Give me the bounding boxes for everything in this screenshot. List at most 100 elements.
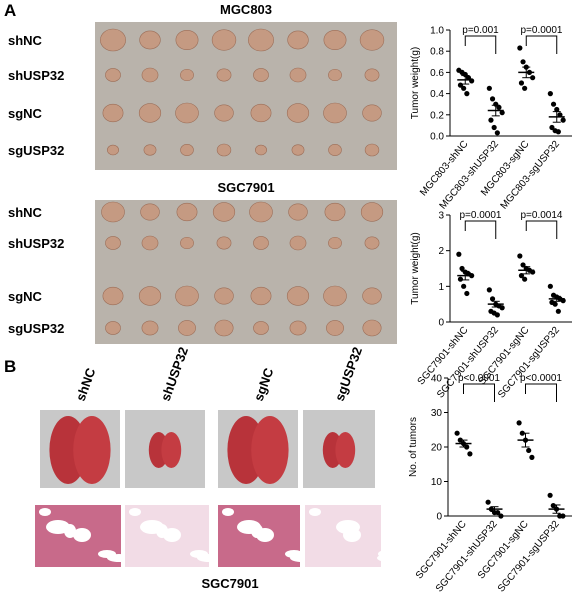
row-label: sgUSP32 xyxy=(8,321,64,336)
tumor xyxy=(250,103,272,123)
caption: SGC7901 xyxy=(201,576,258,591)
tumor xyxy=(287,30,309,50)
data-point xyxy=(557,112,563,118)
tumor xyxy=(102,286,124,306)
y-tick-label: 0.4 xyxy=(430,89,444,100)
tumor xyxy=(216,68,232,82)
tumor xyxy=(105,321,121,335)
column-label: shNC xyxy=(73,365,99,403)
tumor xyxy=(249,201,273,223)
alveolus xyxy=(129,508,141,516)
data-point xyxy=(499,110,505,116)
data-point xyxy=(555,129,561,135)
tumor xyxy=(253,321,269,335)
tumor xyxy=(324,202,346,222)
row-label: sgUSP32 xyxy=(8,143,64,158)
p-value: p=0.0014 xyxy=(521,210,563,221)
row-label: sgNC xyxy=(8,106,43,121)
alveolus xyxy=(140,520,164,534)
bracket xyxy=(463,383,495,402)
tumor xyxy=(141,235,159,251)
data-point xyxy=(550,503,556,509)
tumor xyxy=(214,104,234,122)
lung xyxy=(73,416,111,484)
tumor xyxy=(253,68,269,82)
tumor xyxy=(364,236,380,250)
data-point xyxy=(456,251,462,257)
tumor xyxy=(100,28,126,52)
tumor xyxy=(250,286,272,306)
y-axis-label: Tumor weight(g) xyxy=(410,232,421,304)
alveolus xyxy=(190,550,208,558)
data-point xyxy=(489,96,496,102)
row-label: sgNC xyxy=(8,289,43,304)
data-point xyxy=(489,296,496,302)
data-point xyxy=(547,91,553,97)
data-point xyxy=(459,265,465,272)
tumor xyxy=(364,68,380,82)
y-tick-label: 30 xyxy=(431,408,443,419)
alveolus xyxy=(98,550,116,558)
lung xyxy=(251,416,289,484)
p-value: p<0.0001 xyxy=(520,373,562,384)
data-point xyxy=(530,75,536,81)
tumor xyxy=(105,236,121,250)
tumor xyxy=(359,29,385,51)
data-point xyxy=(560,117,566,123)
tumor xyxy=(362,319,382,337)
data-point xyxy=(499,305,505,311)
data-point xyxy=(491,124,497,131)
tumor xyxy=(102,103,124,123)
y-tick-label: 0.8 xyxy=(430,47,444,58)
row-label: shNC xyxy=(8,33,43,48)
data-point xyxy=(518,80,525,86)
tumor xyxy=(288,203,308,221)
y-axis-label: Tumor weight(g) xyxy=(410,47,421,119)
data-point xyxy=(498,513,504,519)
p-value: p=0.0001 xyxy=(521,25,563,36)
alveolus xyxy=(237,520,261,534)
y-tick-label: 2 xyxy=(438,246,444,257)
tumor xyxy=(180,68,194,82)
y-tick-label: 40 xyxy=(431,374,443,385)
p-value: p<0.0001 xyxy=(458,373,500,384)
data-point xyxy=(550,101,557,107)
data-point xyxy=(494,312,500,318)
data-point xyxy=(469,78,475,84)
tumor xyxy=(286,286,310,306)
tumor xyxy=(180,144,194,156)
data-point xyxy=(464,290,470,297)
tumor xyxy=(216,236,232,250)
panel-label: B xyxy=(4,357,16,376)
tumor xyxy=(211,29,237,51)
tumor xyxy=(253,236,269,250)
tumor xyxy=(289,320,307,336)
column-label: shUSP32 xyxy=(158,345,191,403)
x-tick-label: SGC7901-sgUSP32 xyxy=(496,519,562,595)
tumor xyxy=(214,319,234,337)
bracket xyxy=(464,220,497,239)
column-label: sgNC xyxy=(251,365,277,403)
tumor xyxy=(175,30,199,50)
data-point xyxy=(526,447,532,454)
y-tick-label: 1 xyxy=(438,282,444,293)
data-point xyxy=(461,283,467,289)
tumor xyxy=(328,144,342,156)
photo xyxy=(95,200,397,344)
panel-label: A xyxy=(4,1,16,20)
tumor xyxy=(107,144,119,156)
data-point xyxy=(554,106,560,113)
data-point xyxy=(520,59,526,65)
data-point xyxy=(486,85,492,91)
tumor xyxy=(140,203,160,221)
photo xyxy=(95,22,397,170)
data-point xyxy=(547,283,553,289)
row-label: shUSP32 xyxy=(8,236,64,251)
data-point xyxy=(560,513,566,519)
y-tick-label: 0.2 xyxy=(430,110,444,121)
tumor xyxy=(138,103,162,123)
row-label: shNC xyxy=(8,205,43,220)
data-point xyxy=(516,420,522,426)
tumor xyxy=(138,286,162,306)
tumor xyxy=(286,103,310,123)
